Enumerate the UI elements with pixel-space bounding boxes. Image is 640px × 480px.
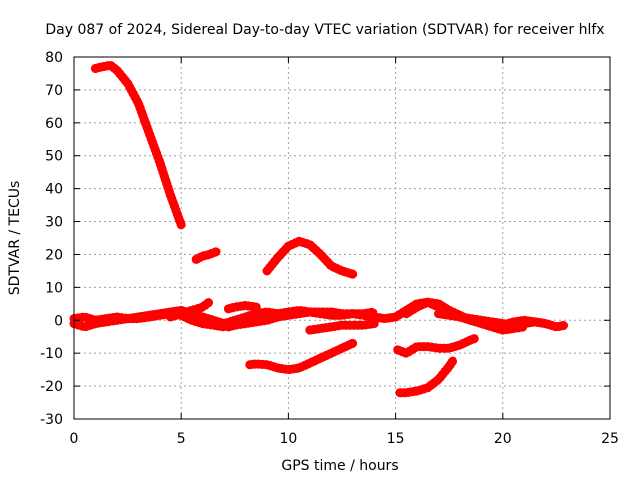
y-tick-label: 70 [45, 83, 63, 99]
x-tick-label: 5 [177, 431, 186, 447]
series-arc-11-markers [223, 301, 261, 314]
y-axis-label: SDTVAR / TECUs [7, 181, 23, 296]
axis-ticks: 0 5 10 15 20 25 -30 -20 -10 0 10 20 30 40 50 60 70 80 [40, 50, 619, 447]
series-arc-8-markers [69, 309, 229, 332]
data-series [69, 60, 570, 398]
plot-frame [73, 56, 611, 420]
y-tick-label: 50 [45, 149, 63, 165]
series-arc-14-markers [434, 309, 551, 330]
y-tick-label: -20 [40, 379, 63, 395]
y-tick-label: 30 [45, 215, 63, 231]
series-arc-2-markers [191, 246, 223, 264]
series-arc-12-markers [305, 319, 379, 335]
x-tick-label: 0 [70, 431, 79, 447]
series-arc-1-markers [90, 60, 186, 230]
y-tick-label: 60 [45, 116, 63, 132]
y-tick-label: 20 [45, 247, 63, 263]
series-arc-10-markers [223, 307, 379, 332]
y-tick-label: 80 [45, 50, 63, 66]
y-tick-label: 0 [54, 313, 63, 329]
chart-title: Day 087 of 2024, Sidereal Day-to-day VTE… [45, 22, 604, 38]
series-arc-3-markers [262, 236, 358, 279]
y-tick-label: -30 [40, 412, 63, 428]
grid-lines [74, 57, 610, 419]
y-tick-label: 10 [45, 280, 63, 296]
y-tick-label: 40 [45, 182, 63, 198]
x-tick-label: 25 [601, 431, 619, 447]
x-axis-label: GPS time / hours [281, 458, 398, 474]
series-arc-5-markers [395, 355, 458, 398]
y-tick-label: -10 [40, 346, 63, 362]
series-arc-6-markers [393, 333, 480, 358]
series-arc-9-markers [166, 297, 214, 322]
x-tick-label: 20 [494, 431, 512, 447]
series-arc-4-markers [245, 338, 358, 375]
x-tick-label: 15 [387, 431, 405, 447]
x-tick-label: 10 [279, 431, 297, 447]
